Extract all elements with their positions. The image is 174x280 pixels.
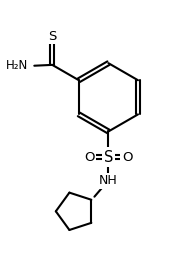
Text: S: S (48, 30, 56, 43)
Text: S: S (104, 150, 113, 165)
Text: O: O (84, 151, 95, 164)
Text: O: O (122, 151, 132, 164)
Text: NH: NH (99, 174, 118, 188)
Text: H₂N: H₂N (6, 59, 28, 72)
